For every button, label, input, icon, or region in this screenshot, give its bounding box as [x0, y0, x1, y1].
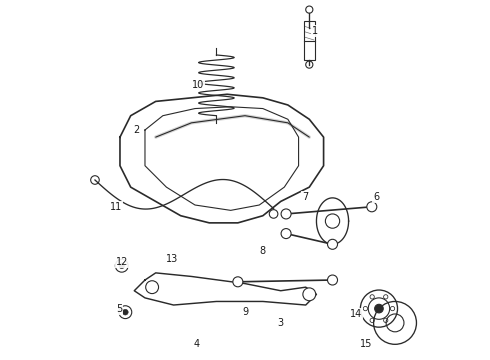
Text: 3: 3	[278, 318, 284, 328]
Text: 15: 15	[360, 339, 372, 349]
Circle shape	[119, 263, 124, 269]
Text: 11: 11	[110, 202, 122, 212]
Text: 7: 7	[302, 192, 308, 202]
Circle shape	[375, 304, 383, 313]
Circle shape	[146, 281, 159, 294]
Circle shape	[367, 202, 377, 212]
Text: 10: 10	[192, 80, 204, 90]
Circle shape	[303, 288, 316, 301]
Text: 8: 8	[259, 247, 265, 256]
Text: 1: 1	[312, 26, 318, 36]
Circle shape	[122, 309, 128, 315]
Text: 14: 14	[349, 309, 362, 319]
Text: 4: 4	[194, 339, 200, 349]
Text: 6: 6	[373, 192, 380, 202]
Text: 12: 12	[116, 257, 128, 267]
Circle shape	[233, 277, 243, 287]
Circle shape	[281, 209, 291, 219]
Circle shape	[281, 229, 291, 239]
Circle shape	[327, 239, 338, 249]
Text: 5: 5	[116, 303, 122, 314]
Polygon shape	[134, 273, 317, 305]
Text: 13: 13	[166, 253, 178, 264]
Circle shape	[327, 275, 338, 285]
Text: 2: 2	[133, 125, 139, 135]
Text: 9: 9	[242, 307, 248, 317]
